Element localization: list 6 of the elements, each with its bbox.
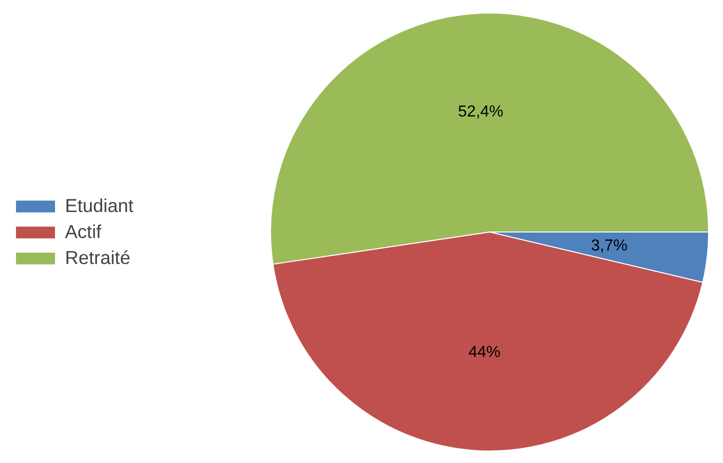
legend-label: Retraité xyxy=(65,246,130,268)
data-label: 44% xyxy=(468,344,501,361)
legend-label: Actif xyxy=(65,220,102,242)
data-label: 3,7% xyxy=(591,237,628,254)
legend-label: Etudiant xyxy=(65,194,134,216)
data-label: 52,4% xyxy=(458,103,504,120)
